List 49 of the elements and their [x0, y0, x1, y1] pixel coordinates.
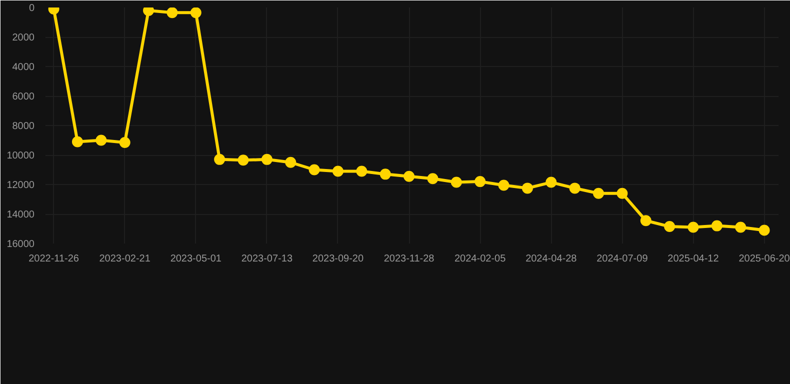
point: [72, 136, 83, 148]
y-tick-label: 2000: [12, 32, 35, 44]
point: [214, 154, 226, 165]
y-tick-label: 16000: [6, 239, 35, 250]
point: [474, 176, 486, 188]
point: [450, 176, 462, 188]
point: [616, 188, 628, 199]
point: [546, 176, 557, 188]
point: [522, 182, 533, 194]
x-tick-label: 2023-05-01: [170, 254, 222, 264]
y-tick-label: 14000: [6, 210, 35, 220]
point: [498, 180, 510, 191]
point: [593, 188, 604, 199]
point: [332, 166, 344, 177]
y-tick-label: 8000: [12, 121, 35, 132]
point: [356, 166, 368, 177]
point: [758, 224, 770, 236]
x-tick-label: 2024-02-05: [454, 254, 506, 264]
point: [190, 8, 202, 18]
point: [238, 154, 249, 166]
point: [166, 8, 178, 18]
point: [640, 215, 652, 226]
point: [404, 170, 415, 182]
x-tick-label: 2023-02-21: [99, 254, 151, 264]
x-tick-label: 2023-09-20: [312, 254, 364, 264]
point: [308, 164, 320, 176]
x-tick-label: 2025-06-20: [738, 254, 790, 264]
point: [119, 136, 130, 148]
point: [735, 222, 746, 233]
point: [427, 173, 438, 184]
y-tick-label: 12000: [6, 180, 35, 191]
y-tick-label: 4000: [12, 62, 35, 73]
x-tick-label: 2024-07-09: [596, 254, 648, 264]
point: [285, 156, 296, 168]
point: [569, 182, 580, 194]
y-tick-label: 10000: [6, 150, 35, 162]
point: [380, 168, 391, 180]
y-tick-label: 6000: [12, 92, 35, 102]
x-tick-label: 2024-04-28: [526, 254, 578, 264]
x-tick-label: 2025-04-12: [668, 254, 720, 264]
x-tick-label: 2023-11-28: [384, 254, 435, 264]
point: [664, 221, 676, 232]
point: [711, 220, 722, 232]
x-tick-label: 2022-11-26: [28, 254, 80, 264]
point: [688, 222, 699, 233]
point: [261, 154, 272, 165]
y-tick-label: 0: [28, 3, 35, 14]
x-tick-label: 2023-07-13: [241, 254, 293, 264]
point: [96, 134, 107, 146]
